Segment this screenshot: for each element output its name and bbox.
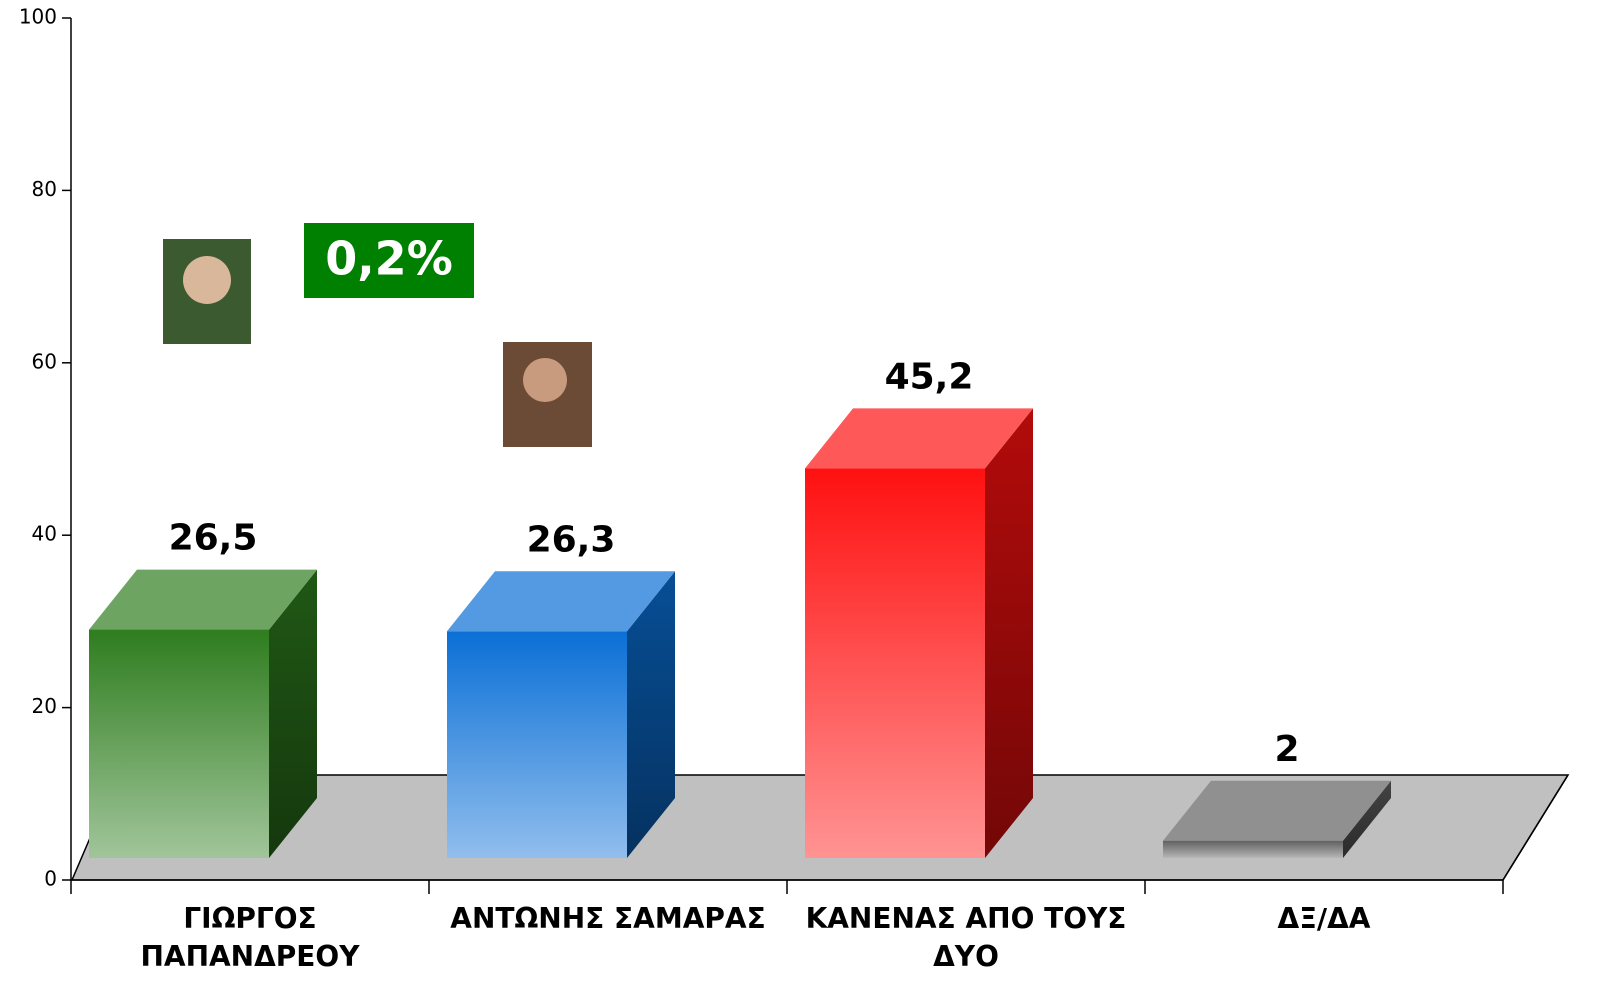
y-tick-label: 0 bbox=[44, 867, 57, 891]
x-tick-label: ΔΞ/ΔΑ bbox=[1145, 900, 1503, 938]
bar-side bbox=[985, 408, 1033, 858]
y-tick-label: 80 bbox=[32, 177, 57, 201]
bar bbox=[1163, 841, 1343, 858]
chart: 0,2% 0 20 40 60 80 100 26,5 26,3 45,2 2 bbox=[0, 0, 1602, 991]
x-tick-label: ΑΝΤΩΝΗΣ ΣΑΜΑΡΑΣ bbox=[429, 900, 787, 938]
bar bbox=[447, 631, 627, 858]
x-tick-label: ΚΑΝΕΝΑΣ ΑΠΟ ΤΟΥΣ ΔΥΟ bbox=[787, 900, 1145, 976]
value-label: 26,3 bbox=[527, 519, 616, 560]
value-label: 2 bbox=[1274, 729, 1299, 770]
photo-face bbox=[523, 358, 567, 402]
photo-face bbox=[183, 256, 231, 304]
x-tick-label: ΓΙΩΡΓΟΣ ΠΑΠΑΝΔΡΕΟΥ bbox=[71, 900, 429, 976]
y-tick-label: 100 bbox=[19, 5, 57, 29]
y-tick-label: 20 bbox=[32, 694, 57, 718]
bar bbox=[89, 630, 269, 858]
value-label: 45,2 bbox=[885, 356, 974, 397]
annotation: 0,2% bbox=[325, 232, 453, 286]
value-label: 26,5 bbox=[169, 518, 258, 559]
y-tick-label: 40 bbox=[32, 522, 57, 546]
bar bbox=[805, 468, 985, 858]
y-tick-label: 60 bbox=[32, 349, 57, 373]
page: 0,2% 0 20 40 60 80 100 26,5 26,3 45,2 2 ΓΙΩΡΓΟΣ Π… bbox=[0, 0, 1602, 991]
